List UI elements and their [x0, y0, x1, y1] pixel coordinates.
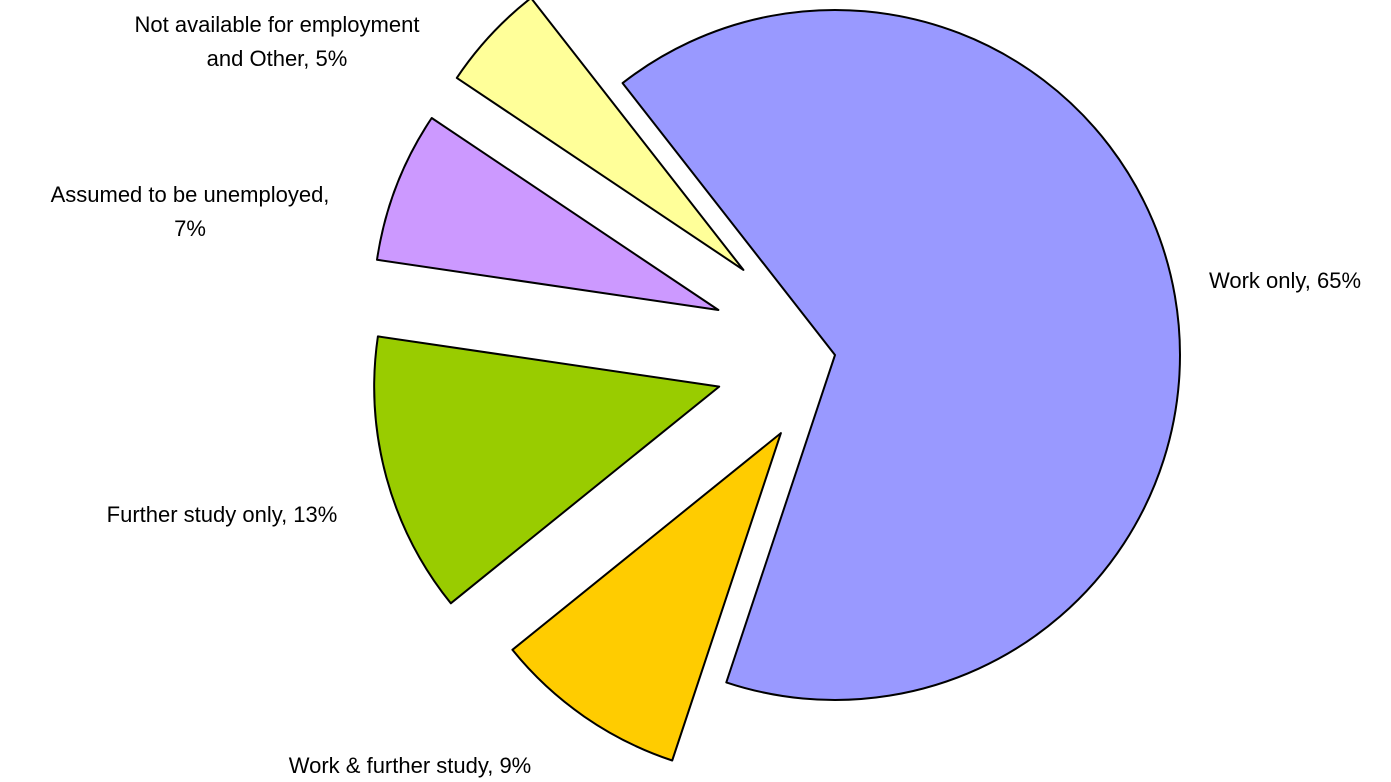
pie-label-work-further-study: Work & further study, 9% [289, 753, 532, 778]
pie-labels: Work only, 65% Work & further study, 9% Fu… [51, 12, 1361, 778]
pie-label-further-study-only: Further study only, 13% [107, 502, 338, 527]
pie-slice-assumed-to-be-unemployed [376, 117, 720, 311]
pie-label-assumed-to-be-unemployed: Assumed to be unemployed, 7% [51, 182, 330, 241]
pie-label-line: Assumed to be unemployed, [51, 182, 330, 207]
pie-label-line: Work & further study, 9% [289, 753, 532, 778]
pie-slice-work-only [621, 8, 1181, 701]
pie-slice-not-available-for-employment-and-other [455, 0, 745, 271]
pie-slice-further-study-only [373, 335, 721, 605]
pie-label-not-available-for-employment-and-other: Not available for employment and Other, 5… [135, 12, 420, 71]
pie-label-line: Not available for employment [135, 12, 420, 37]
pie-label-line: and Other, 5% [207, 46, 348, 71]
pie-label-line: 7% [174, 216, 206, 241]
pie-label-work-only: Work only, 65% [1209, 268, 1361, 293]
pie-slices [373, 0, 1181, 762]
pie-label-line: Further study only, 13% [107, 502, 338, 527]
pie-label-line: Work only, 65% [1209, 268, 1361, 293]
pie-slice-work-further-study [511, 432, 782, 762]
